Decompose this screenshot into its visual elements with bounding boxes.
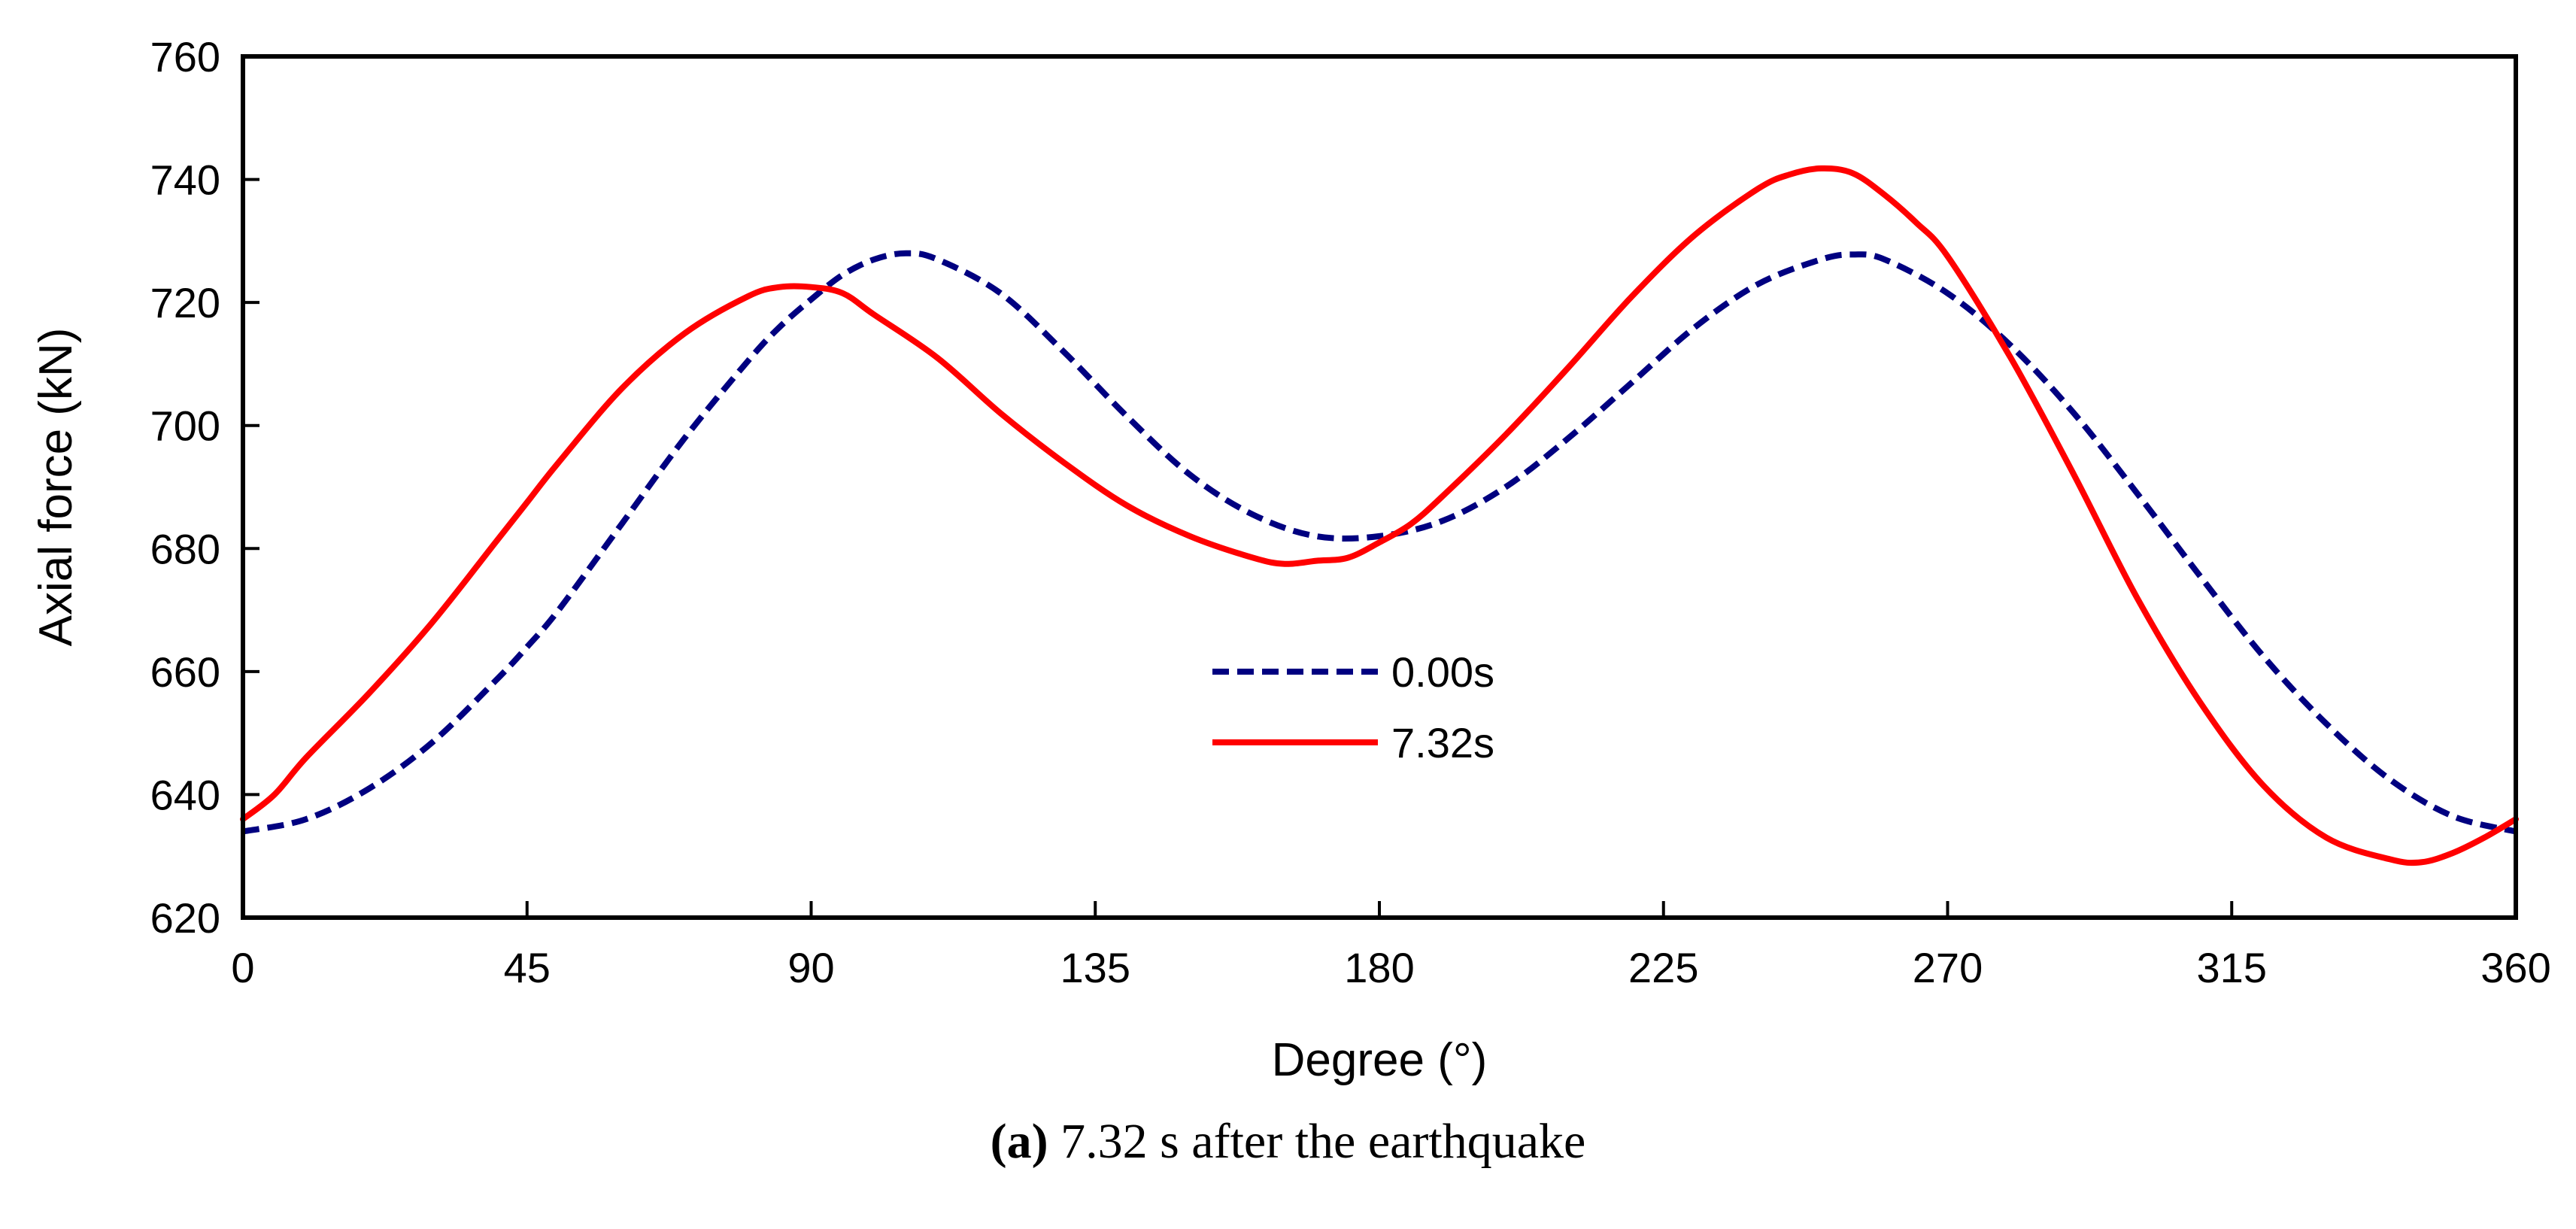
- caption-label: (a): [990, 1114, 1048, 1169]
- x-tick-label-0: 0: [231, 944, 254, 991]
- plot-area-frame: [241, 54, 2518, 920]
- legend: 0.00s 7.32s: [1212, 648, 1494, 766]
- series-layer: [240, 165, 2519, 866]
- legend-label-7.32s: 7.32s: [1391, 719, 1494, 766]
- tick-labels: 0 45 90 135 180 225 270 315 360 620 640 660 680 700 72…: [150, 33, 2551, 991]
- x-tick-label-270: 270: [1913, 944, 1983, 991]
- y-tick-label-700: 700: [150, 402, 220, 450]
- x-tick-label-90: 90: [787, 944, 834, 991]
- series-line-0.00s: [242, 250, 2517, 835]
- x-axis-title: Degree (°): [1272, 1034, 1488, 1086]
- x-tick-label-45: 45: [504, 944, 551, 991]
- y-tick-label-680: 680: [150, 525, 220, 572]
- y-axis-title: Axial force (kN): [30, 328, 82, 647]
- y-tick-label-720: 720: [150, 279, 220, 326]
- x-tick-label-225: 225: [1628, 944, 1698, 991]
- x-tick-label-135: 135: [1060, 944, 1130, 991]
- caption-text: 7.32 s after the earthquake: [1048, 1114, 1586, 1169]
- series-line-7.32s: [240, 165, 2519, 866]
- figure-caption: (a) 7.32 s after the earthquake: [0, 1113, 2576, 1170]
- ticks-layer: [241, 55, 2517, 919]
- legend-label-0.00s: 0.00s: [1391, 648, 1494, 696]
- y-tick-label-660: 660: [150, 648, 220, 696]
- x-tick-label-180: 180: [1344, 944, 1414, 991]
- y-tick-label-740: 740: [150, 156, 220, 204]
- y-tick-label-760: 760: [150, 33, 220, 80]
- x-tick-label-315: 315: [2197, 944, 2267, 991]
- y-tick-label-620: 620: [150, 894, 220, 942]
- x-tick-label-360: 360: [2480, 944, 2550, 991]
- y-tick-label-640: 640: [150, 771, 220, 818]
